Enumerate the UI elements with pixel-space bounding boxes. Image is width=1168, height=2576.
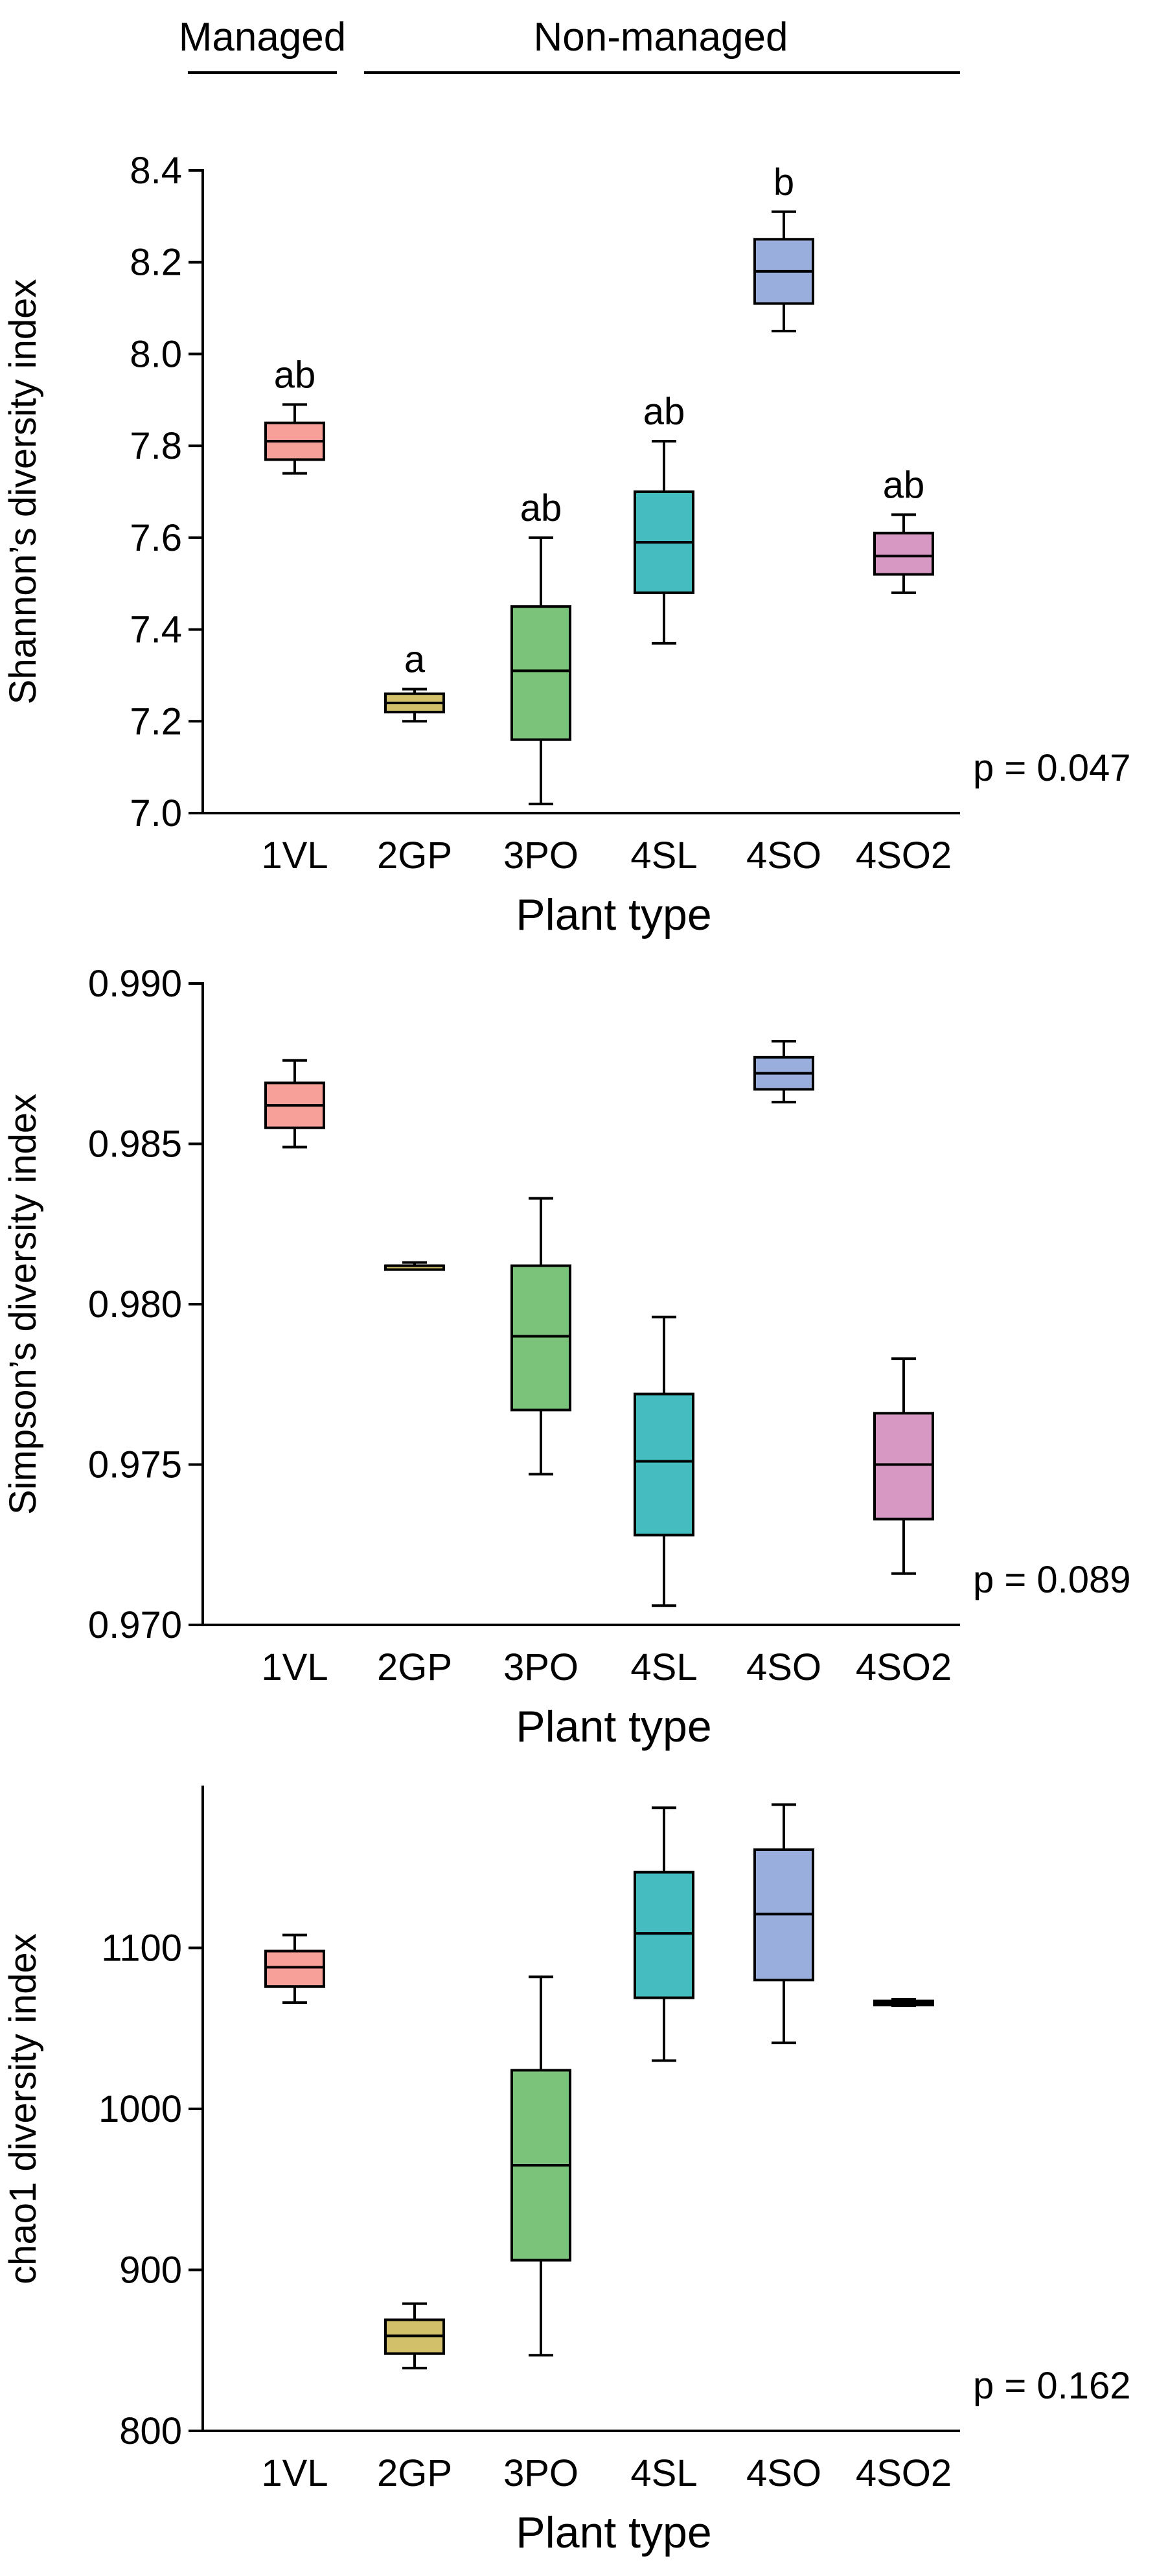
x-axis-title: Plant type bbox=[516, 890, 711, 939]
box-rect bbox=[510, 1264, 571, 1412]
box-3PO: ab bbox=[510, 487, 571, 805]
y-tick-label: 7.4 bbox=[130, 609, 182, 651]
box-4SO2 bbox=[873, 1998, 934, 2007]
x-tick-label: 4SO2 bbox=[856, 1646, 952, 1688]
managed-label: Managed bbox=[179, 15, 347, 60]
significance-label: ab bbox=[274, 354, 316, 396]
p-value-label: p = 0.162 bbox=[973, 2365, 1131, 2407]
box-3PO bbox=[510, 1975, 571, 2357]
p-value-label: p = 0.047 bbox=[973, 747, 1131, 789]
box-rect bbox=[264, 1949, 325, 1988]
x-axis-title: Plant type bbox=[516, 2508, 711, 2557]
box-4SL bbox=[634, 1315, 694, 1607]
box-4SO: b bbox=[753, 161, 814, 332]
significance-label: ab bbox=[883, 464, 925, 506]
box-3PO bbox=[510, 1197, 571, 1476]
box-rect bbox=[634, 1870, 694, 1999]
box-4SO2 bbox=[873, 1357, 934, 1575]
box-4SL: ab bbox=[634, 391, 694, 645]
y-tick-label: 1000 bbox=[98, 2088, 182, 2130]
box-rect bbox=[873, 531, 934, 576]
x-tick-label: 4SL bbox=[630, 2452, 697, 2494]
box-2GP: a bbox=[384, 639, 445, 723]
panel-2: 0.970 0.975 0.980 0.985 0.990 Simpson’s diver… bbox=[2, 963, 1131, 1751]
p-value-label: p = 0.089 bbox=[973, 1559, 1131, 1601]
x-tick-label: 3PO bbox=[503, 1646, 578, 1688]
box-4SO2: ab bbox=[873, 464, 934, 594]
y-tick-label: 800 bbox=[119, 2410, 182, 2452]
y-tick-label: 1100 bbox=[101, 1927, 182, 1970]
x-axis-title: Plant type bbox=[516, 1702, 711, 1751]
box-1VL bbox=[264, 1933, 325, 2004]
x-tick-label: 1VL bbox=[261, 2452, 328, 2494]
y-tick-label: 900 bbox=[119, 2249, 182, 2292]
y-axis-title: chao1 diversity index bbox=[2, 1933, 44, 2284]
box-4SO bbox=[753, 1040, 814, 1104]
x-tick-label: 4SL bbox=[630, 1646, 697, 1688]
x-tick-label: 4SO bbox=[746, 2452, 821, 2494]
y-tick-label: 7.8 bbox=[130, 425, 182, 467]
nonmanaged-label: Non-managed bbox=[534, 15, 788, 60]
x-tick-label: 4SO2 bbox=[856, 2452, 952, 2494]
y-axis-title: Shannon’s diversity index bbox=[2, 279, 44, 705]
x-tick-label: 4SL bbox=[630, 834, 697, 877]
y-axis-title: Simpson’s diversity index bbox=[2, 1094, 44, 1515]
box-1VL bbox=[264, 1059, 325, 1149]
significance-label: ab bbox=[643, 391, 685, 433]
panel-3: 800 900 1000 1100 chao1 diversity index 1VL 2G… bbox=[2, 1786, 1131, 2557]
y-tick-label: 7.6 bbox=[130, 517, 182, 559]
x-tick-label: 3PO bbox=[503, 2452, 578, 2494]
y-tick-label: 0.990 bbox=[88, 963, 182, 1005]
y-tick-label: 0.985 bbox=[88, 1123, 182, 1166]
y-tick-label: 8.2 bbox=[130, 242, 182, 284]
y-tick-label: 8.4 bbox=[130, 150, 182, 192]
y-tick-label: 0.980 bbox=[88, 1283, 182, 1326]
box-1VL: ab bbox=[264, 354, 325, 475]
y-tick-label: 7.2 bbox=[130, 700, 182, 742]
y-tick-label: 8.0 bbox=[130, 333, 182, 375]
x-tick-label: 4SO bbox=[746, 834, 821, 877]
y-tick-label: 0.970 bbox=[88, 1604, 182, 1646]
x-tick-label: 1VL bbox=[261, 1646, 328, 1688]
box-4SO bbox=[753, 1803, 814, 2045]
box-rect bbox=[873, 1412, 934, 1521]
y-tick-label: 0.975 bbox=[88, 1444, 182, 1486]
box-4SL bbox=[634, 1806, 694, 2062]
panel-1: 7.0 7.2 7.4 7.6 7.8 8.0 8.2 8.4 Shannon’s divers… bbox=[2, 150, 1131, 939]
x-tick-label: 2GP bbox=[377, 1646, 452, 1688]
box-rect bbox=[510, 605, 571, 741]
box-2GP bbox=[384, 2302, 445, 2370]
x-tick-label: 4SO bbox=[746, 1646, 821, 1688]
box-rect bbox=[634, 1392, 694, 1537]
x-tick-label: 4SO2 bbox=[856, 834, 952, 877]
group-header: Managed Non-managed bbox=[179, 15, 960, 74]
x-tick-label: 2GP bbox=[377, 834, 452, 877]
significance-label: a bbox=[404, 639, 426, 681]
y-tick-label: 7.0 bbox=[130, 792, 182, 834]
x-tick-label: 3PO bbox=[503, 834, 578, 877]
significance-label: b bbox=[773, 161, 794, 203]
significance-label: ab bbox=[520, 487, 562, 529]
x-tick-label: 1VL bbox=[261, 834, 328, 877]
x-tick-label: 2GP bbox=[377, 2452, 452, 2494]
box-2GP bbox=[384, 1261, 445, 1271]
